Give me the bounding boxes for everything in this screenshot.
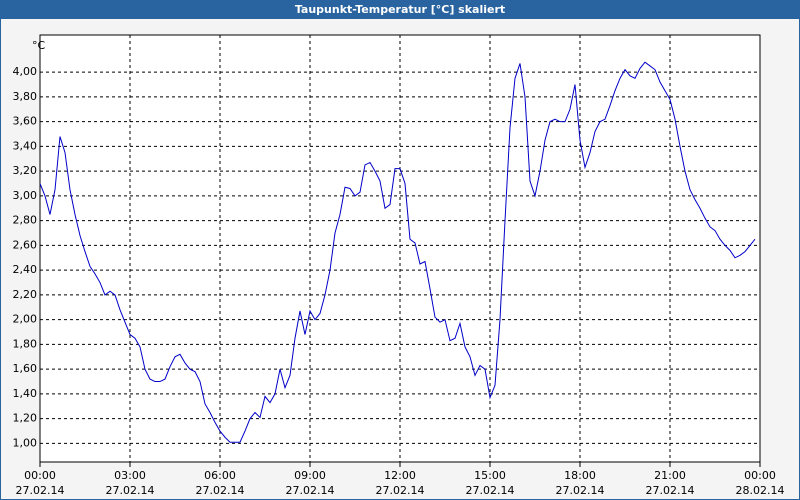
x-tick-label: 00:00 28.02.14: [736, 469, 785, 497]
x-tick-label: 18:00 27.02.14: [556, 469, 605, 497]
y-tick-label: 3,60: [13, 115, 38, 128]
chart-title: Taupunkt-Temperatur [°C] skaliert: [295, 3, 505, 16]
x-tick-label: 21:00 27.02.14: [646, 469, 695, 497]
y-tick-label: 1,60: [13, 362, 38, 375]
x-tick-label: 12:00 27.02.14: [376, 469, 425, 497]
y-tick-label: 1,20: [13, 412, 38, 425]
x-tick-label: 00:00 27.02.14: [16, 469, 65, 497]
y-tick-label: 4,00: [13, 65, 38, 78]
y-axis-label: °C: [32, 39, 46, 52]
y-tick-label: 1,40: [13, 387, 38, 400]
y-tick-label: 2,80: [13, 214, 38, 227]
y-tick-label: 3,40: [13, 139, 38, 152]
x-tick-label: 15:00 27.02.14: [466, 469, 515, 497]
x-tick-label: 03:00 27.02.14: [106, 469, 155, 497]
y-tick-label: 2,40: [13, 263, 38, 276]
y-tick-label: 3,20: [13, 164, 38, 177]
y-tick-label: 2,00: [13, 313, 38, 326]
title-bar: [0, 0, 800, 19]
y-tick-label: 3,80: [13, 90, 38, 103]
x-tick-label: 09:00 27.02.14: [286, 469, 335, 497]
plot-border: [39, 34, 761, 463]
data-line: [39, 61, 756, 443]
y-tick-label: 2,20: [13, 288, 38, 301]
y-tick-label: 1,80: [13, 337, 38, 350]
x-tick-label: 06:00 27.02.14: [196, 469, 245, 497]
y-tick-label: 1,00: [13, 436, 38, 449]
y-tick-label: 3,00: [13, 189, 38, 202]
y-tick-label: 2,60: [13, 238, 38, 251]
